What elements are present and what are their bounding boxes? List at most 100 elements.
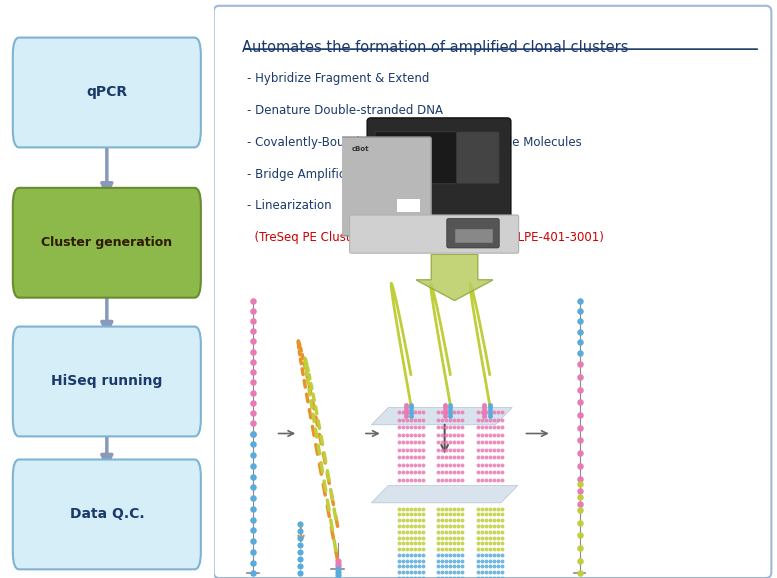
- Point: [487, 544, 500, 554]
- Point: [487, 504, 500, 513]
- Point: [444, 412, 457, 421]
- Point: [405, 403, 417, 412]
- Text: Data Q.C.: Data Q.C.: [69, 507, 145, 521]
- Point: [432, 533, 444, 542]
- Point: [247, 398, 260, 407]
- Point: [393, 544, 406, 554]
- Point: [393, 568, 406, 577]
- Point: [573, 436, 586, 445]
- Polygon shape: [416, 254, 493, 301]
- Point: [247, 504, 260, 513]
- Point: [495, 556, 507, 565]
- Point: [393, 468, 406, 477]
- Point: [495, 562, 507, 571]
- Point: [444, 423, 457, 432]
- Point: [491, 573, 503, 578]
- Point: [432, 438, 444, 447]
- Point: [413, 415, 425, 424]
- Point: [397, 573, 409, 578]
- Point: [247, 515, 260, 524]
- Point: [456, 415, 469, 424]
- Point: [456, 562, 469, 571]
- Point: [405, 453, 417, 462]
- Point: [444, 544, 457, 554]
- Point: [409, 568, 421, 577]
- Point: [397, 562, 409, 571]
- Point: [409, 407, 421, 417]
- Point: [294, 554, 306, 564]
- Point: [432, 516, 444, 525]
- Point: [483, 475, 496, 484]
- Point: [479, 453, 492, 462]
- Point: [440, 460, 452, 469]
- Point: [487, 438, 500, 447]
- Point: [479, 468, 492, 477]
- Point: [247, 296, 260, 305]
- Point: [405, 556, 417, 565]
- Point: [448, 510, 461, 519]
- Point: [472, 521, 484, 531]
- Point: [247, 494, 260, 503]
- Point: [409, 573, 421, 578]
- Point: [416, 510, 429, 519]
- Point: [456, 573, 469, 578]
- Point: [393, 533, 406, 542]
- Point: [487, 556, 500, 565]
- Point: [436, 573, 448, 578]
- Point: [487, 423, 500, 432]
- Point: [409, 468, 421, 477]
- Point: [483, 406, 496, 415]
- Point: [472, 516, 484, 525]
- Point: [416, 527, 429, 536]
- Point: [491, 527, 503, 536]
- Point: [393, 438, 406, 447]
- Point: [440, 468, 452, 477]
- Point: [448, 550, 461, 560]
- Point: [452, 573, 465, 578]
- Point: [487, 527, 500, 536]
- Point: [247, 327, 260, 336]
- Point: [483, 468, 496, 477]
- Point: [573, 449, 586, 458]
- Point: [472, 430, 484, 439]
- Point: [452, 468, 465, 477]
- Point: [479, 430, 492, 439]
- Point: [452, 430, 465, 439]
- Point: [439, 409, 451, 418]
- Point: [413, 539, 425, 548]
- Point: [452, 415, 465, 424]
- Point: [416, 438, 429, 447]
- Point: [440, 573, 452, 578]
- Point: [483, 430, 496, 439]
- Point: [452, 423, 465, 432]
- Point: [483, 407, 496, 417]
- Point: [495, 415, 507, 424]
- Point: [393, 516, 406, 525]
- Point: [495, 533, 507, 542]
- Point: [483, 568, 496, 577]
- Point: [479, 521, 492, 531]
- Point: [487, 415, 500, 424]
- Point: [452, 438, 465, 447]
- Point: [399, 403, 412, 412]
- Point: [397, 539, 409, 548]
- Point: [491, 468, 503, 477]
- Point: [487, 468, 500, 477]
- Point: [487, 475, 500, 484]
- Point: [393, 573, 406, 578]
- Text: - Linearization: - Linearization: [247, 199, 332, 212]
- Point: [456, 430, 469, 439]
- Point: [479, 533, 492, 542]
- Point: [448, 544, 461, 554]
- Point: [432, 544, 444, 554]
- Point: [448, 460, 461, 469]
- Point: [456, 516, 469, 525]
- Point: [483, 510, 496, 519]
- Point: [432, 550, 444, 560]
- Point: [479, 568, 492, 577]
- Point: [416, 475, 429, 484]
- FancyBboxPatch shape: [12, 460, 200, 569]
- Point: [247, 337, 260, 346]
- Point: [416, 460, 429, 469]
- Point: [483, 423, 496, 432]
